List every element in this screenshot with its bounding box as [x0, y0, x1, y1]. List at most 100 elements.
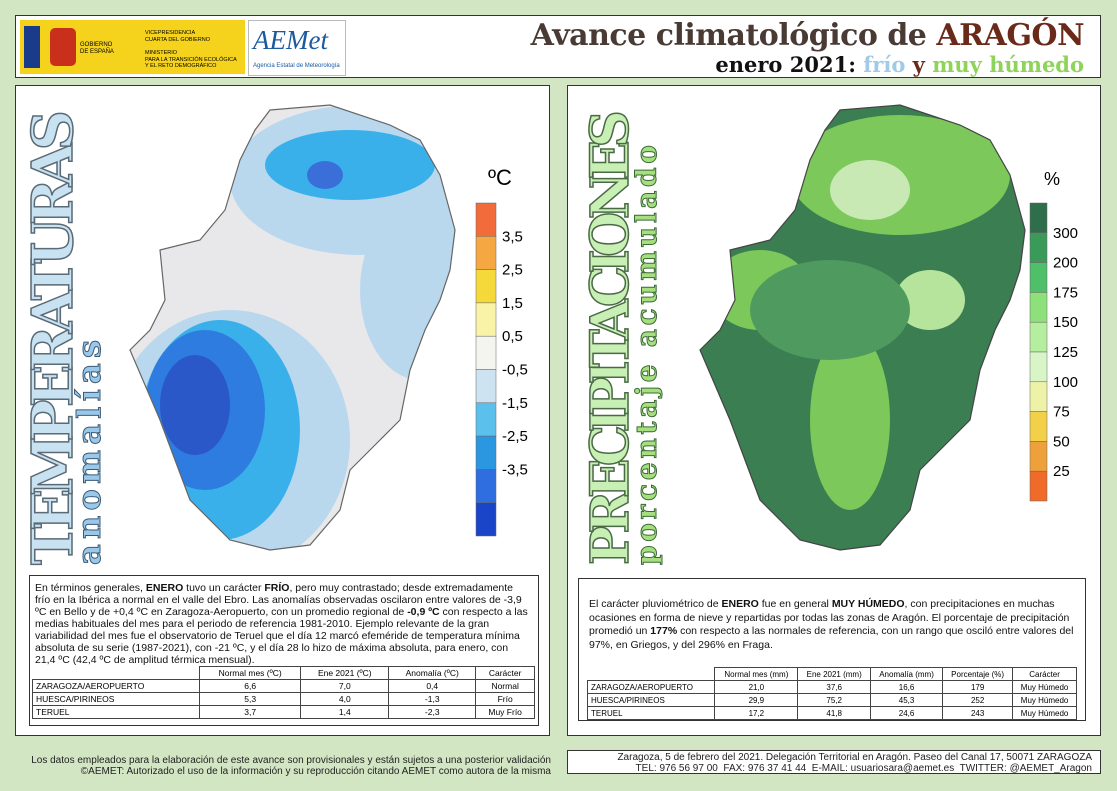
- legend-label: 175: [1053, 284, 1078, 301]
- legend-swatch: [1029, 470, 1048, 502]
- legend-label: -1,5: [502, 395, 528, 412]
- table-cell: 24,6: [869, 706, 944, 720]
- aemet-logo: AEMet Agencia Estatal de Meteorología: [248, 20, 346, 76]
- precipitation-subheading: porcentaje acumulado: [630, 145, 663, 565]
- station-name: HUESCA/PIRINEOS: [586, 693, 716, 707]
- station-name: ZARAGOZA/AEROPUERTO: [32, 679, 200, 693]
- legend-label: 200: [1053, 255, 1078, 272]
- precipitation-legend: 300 200 175 150 125 100 75 50 25: [1029, 202, 1078, 502]
- station-name: TERUEL: [32, 705, 200, 719]
- column-header: Ene 2021 (mm): [797, 667, 871, 681]
- table-cell: Muy Húmedo: [1012, 680, 1077, 694]
- title: Avance climatológico de ARAGÓN: [530, 18, 1085, 53]
- precipitation-map: [700, 105, 1025, 550]
- table-cell: -1,3: [388, 692, 477, 706]
- legend-label: 100: [1053, 374, 1078, 391]
- legend-swatch: [475, 369, 497, 404]
- temperature-heading: TEMPERATURAS: [20, 110, 86, 565]
- disclaimer: Los datos empleados para la elaboración …: [31, 755, 551, 777]
- legend-label: 50: [1053, 433, 1070, 450]
- table-row: TERUEL 17,2 41,8 24,6 243 Muy Húmedo: [586, 706, 1077, 720]
- contact-box: Zaragoza, 5 de febrero del 2021. Delegac…: [567, 750, 1101, 774]
- legend-label: 150: [1053, 314, 1078, 331]
- table-cell: 37,6: [797, 680, 871, 694]
- ministry-name: MINISTERIO PARA LA TRANSICIÓN ECOLÓGICA Y …: [145, 50, 237, 69]
- table-cell: Muy Húmedo: [1012, 706, 1077, 720]
- table-header-row: Normal mes (ºC) Ene 2021 (ºC) Anomalía (ºC…: [33, 666, 535, 680]
- precipitation-unit: %: [1044, 169, 1060, 189]
- legend-swatch: [475, 335, 497, 370]
- aemet-wordmark: AEMet: [253, 25, 328, 55]
- legend-swatch: [475, 269, 497, 304]
- legend-swatch: [475, 502, 497, 537]
- aemet-name: Agencia Estatal de Meteorología: [253, 63, 340, 69]
- table-corner: [33, 667, 200, 680]
- table-cell: 3,7: [198, 705, 302, 719]
- eu-flag: [24, 26, 40, 68]
- table-cell: -2,3: [388, 705, 477, 719]
- legend-swatch: [1029, 232, 1048, 263]
- column-header: Normal mes (ºC): [198, 666, 302, 680]
- legend-swatch: [1029, 321, 1048, 353]
- precipitation-table: Normal mes (mm) Ene 2021 (mm) Anomalía (mm…: [586, 667, 1077, 720]
- precipitation-textbox: El carácter pluviométrico de ENERO fue e…: [578, 578, 1086, 721]
- table-cell: 6,6: [198, 679, 302, 693]
- legend-swatch: [475, 236, 497, 270]
- temperature-subheading: anomalías: [70, 340, 108, 565]
- table-cell: 17,2: [714, 706, 799, 720]
- table-cell: 16,6: [869, 680, 944, 694]
- legend-label: 0,5: [502, 328, 523, 345]
- column-header: Normal mes (mm): [714, 667, 799, 681]
- legend-swatch: [475, 302, 497, 337]
- station-name: TERUEL: [586, 706, 716, 720]
- table-cell: 45,3: [869, 693, 944, 707]
- legend-swatch: [475, 435, 497, 470]
- table-cell: Muy Frío: [475, 705, 535, 719]
- legend-swatch: [475, 202, 497, 237]
- legend-swatch: [1029, 351, 1048, 383]
- contact: Zaragoza, 5 de febrero del 2021. Delegac…: [617, 752, 1092, 774]
- legend-label: -2,5: [502, 428, 528, 445]
- legend-swatch: [1029, 202, 1048, 234]
- table-cell: 243: [942, 706, 1014, 720]
- column-header: Anomalía (mm): [869, 667, 944, 681]
- column-header: Porcentaje (%): [942, 667, 1014, 681]
- subtitle: enero 2021: frío y muy húmedo: [715, 52, 1084, 77]
- table-cell: 4,0: [300, 692, 390, 706]
- legend-swatch: [1029, 292, 1048, 323]
- table-header-row: Normal mes (mm) Ene 2021 (mm) Anomalía (mm…: [588, 667, 1077, 681]
- table-row: TERUEL 3,7 1,4 -2,3 Muy Frío: [32, 705, 535, 719]
- temperature-unit: ºC: [488, 165, 512, 190]
- temperature-table: Normal mes (ºC) Ene 2021 (ºC) Anomalía (ºC…: [32, 666, 535, 719]
- coat-of-arms: [50, 28, 76, 66]
- table-row: HUESCA/PIRINEOS 5,3 4,0 -1,3 Frío: [32, 692, 535, 706]
- table-cell: 21,0: [714, 680, 799, 694]
- legend-label: 3,5: [502, 228, 523, 245]
- legend-label: 1,5: [502, 295, 523, 312]
- legend-label: -0,5: [502, 362, 528, 379]
- table-row: HUESCA/PIRINEOS 29,9 75,2 45,3 252 Muy Húmedo: [586, 693, 1077, 707]
- column-header: Carácter: [1012, 667, 1077, 681]
- precipitation-description: El carácter pluviométrico de ENERO fue e…: [589, 598, 1074, 651]
- temperature-textbox: En términos generales, ENERO tuvo un car…: [29, 575, 539, 726]
- temperature-map: [130, 105, 455, 550]
- table-corner: [588, 668, 715, 681]
- table-cell: 29,9: [714, 693, 799, 707]
- table-cell: 41,8: [797, 706, 871, 720]
- precipitation-heading: PRECIPITACIONES: [580, 110, 641, 565]
- legend-swatch: [1029, 411, 1048, 442]
- header: GOBIERNO DE ESPAÑA VICEPRESIDENCIA CUARTA …: [15, 15, 1101, 78]
- station-name: ZARAGOZA/AEROPUERTO: [586, 680, 716, 694]
- column-header: Ene 2021 (ºC): [300, 666, 390, 680]
- table-cell: 5,3: [198, 692, 302, 706]
- legend-label: 25: [1053, 463, 1070, 480]
- table-row: ZARAGOZA/AEROPUERTO 6,6 7,0 0,4 Normal: [32, 679, 535, 693]
- table-cell: 1,4: [300, 705, 390, 719]
- table-cell: 7,0: [300, 679, 390, 693]
- legend-swatch: [1029, 262, 1048, 293]
- table-cell: Muy Húmedo: [1012, 693, 1077, 707]
- legend-label: 75: [1053, 404, 1070, 421]
- legend-label: 125: [1053, 344, 1078, 361]
